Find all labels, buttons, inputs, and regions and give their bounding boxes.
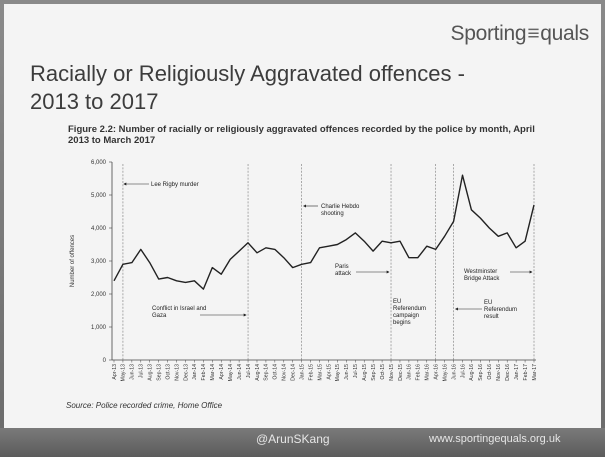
x-tick-label: Dec-14 xyxy=(291,364,297,381)
x-tick-label: May-16 xyxy=(442,364,448,381)
y-tick-label: 5,000 xyxy=(91,193,107,199)
x-tick-label: Jun-13 xyxy=(130,364,136,380)
x-tick-label: Dec-16 xyxy=(505,364,511,381)
slide-title: Racially or Religiously Aggravated offen… xyxy=(30,61,465,114)
x-tick-label: Feb-16 xyxy=(416,364,422,381)
x-tick-label: Oct-16 xyxy=(487,364,493,380)
event-annotation: Westminster Bridge Attack xyxy=(464,269,500,282)
x-tick-label: Apr-15 xyxy=(326,364,332,380)
x-tick-label: Jun-16 xyxy=(451,364,457,380)
website-url: www.sportingequals.org.uk xyxy=(429,433,561,445)
x-tick-label: Aug-14 xyxy=(255,364,261,381)
logo-text-left: Sporting xyxy=(450,22,527,45)
x-tick-label: Jan-16 xyxy=(407,364,413,380)
twitter-handle: @ArunSKang xyxy=(256,432,330,446)
x-tick-label: Jan-17 xyxy=(514,364,520,380)
x-tick-label: Apr-16 xyxy=(434,364,440,380)
event-annotation: Conflict in Israel and Gaza xyxy=(152,306,206,319)
x-tick-label: Jan-14 xyxy=(192,364,198,380)
x-tick-label: Jul-13 xyxy=(139,364,145,378)
logo-text-right: quals xyxy=(540,22,589,45)
event-annotation: Lee Rigby murder xyxy=(151,182,199,188)
x-tick-label: Aug-13 xyxy=(148,364,154,381)
x-tick-label: May-14 xyxy=(228,364,234,381)
event-annotation: EU Referendum campaign begins xyxy=(393,299,426,326)
x-tick-label: Mar-17 xyxy=(532,364,538,381)
x-tick-label: Feb-14 xyxy=(201,364,207,381)
x-tick-label: Nov-15 xyxy=(389,364,395,381)
x-tick-label: Mar-15 xyxy=(317,364,323,381)
x-tick-label: Mar-16 xyxy=(425,364,431,381)
y-tick-label: 2,000 xyxy=(91,292,107,298)
x-tick-label: Jun-14 xyxy=(237,364,243,380)
x-tick-label: Apr-14 xyxy=(219,364,225,380)
event-annotation: Paris attack xyxy=(335,264,352,277)
figure-title: Figure 2.2: Number of racially or religi… xyxy=(68,124,535,146)
x-tick-label: Oct-13 xyxy=(165,364,171,380)
x-tick-label: Sep-16 xyxy=(478,364,484,381)
x-tick-label: Sep-13 xyxy=(156,364,162,381)
x-tick-label: Jun-15 xyxy=(344,364,350,380)
event-annotation: EU Referendum result xyxy=(484,300,517,320)
x-tick-label: Dec-15 xyxy=(398,364,404,381)
source-note: Source: Police recorded crime, Home Offi… xyxy=(66,401,223,410)
x-tick-label: Jul-15 xyxy=(353,364,359,378)
slide xyxy=(4,4,601,428)
x-tick-label: Dec-13 xyxy=(183,364,189,381)
y-tick-label: 3,000 xyxy=(91,259,107,265)
x-tick-label: Sep-15 xyxy=(371,364,377,381)
sporting-equals-logo: Sporting≡quals xyxy=(450,22,589,46)
x-tick-label: Aug-15 xyxy=(362,364,368,381)
x-tick-label: Oct-15 xyxy=(380,364,386,380)
x-tick-label: Jul-16 xyxy=(460,364,466,378)
x-tick-label: Feb-17 xyxy=(523,364,529,381)
offences-series-line xyxy=(113,174,535,290)
x-tick-label: May-13 xyxy=(121,364,127,381)
y-axis-label: Number of offences xyxy=(70,235,76,287)
logo-equals-icon: ≡ xyxy=(527,22,540,45)
x-tick-label: Aug-16 xyxy=(469,364,475,381)
y-tick-label: 0 xyxy=(103,358,107,364)
event-annotation: Charlie Hebdo shooting xyxy=(321,204,360,217)
x-tick-label: Sep-14 xyxy=(264,364,270,381)
y-tick-label: 1,000 xyxy=(91,325,107,331)
x-tick-label: Jul-14 xyxy=(246,364,252,378)
y-tick-label: 4,000 xyxy=(91,226,107,232)
footer-bar xyxy=(0,428,605,457)
x-tick-label: Apr-13 xyxy=(112,364,118,380)
x-tick-label: Nov-16 xyxy=(496,364,502,381)
x-tick-label: Mar-14 xyxy=(210,364,216,381)
x-tick-label: May-15 xyxy=(335,364,341,381)
x-tick-label: Feb-15 xyxy=(308,364,314,381)
x-tick-label: Oct-14 xyxy=(273,364,279,380)
y-tick-label: 6,000 xyxy=(91,160,107,166)
x-tick-label: Nov-14 xyxy=(282,364,288,381)
x-tick-label: Jan-15 xyxy=(299,364,305,380)
x-tick-label: Nov-13 xyxy=(174,364,180,381)
